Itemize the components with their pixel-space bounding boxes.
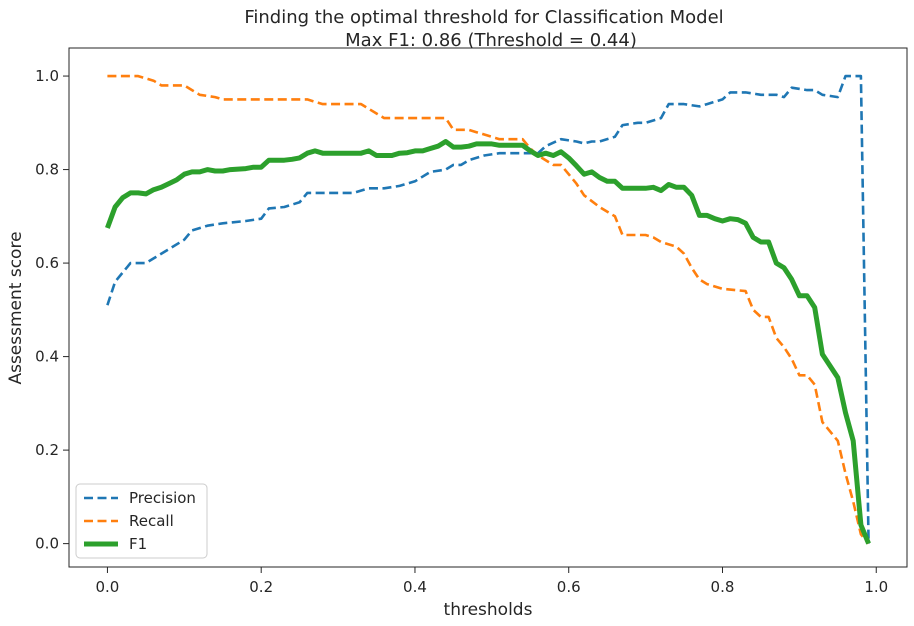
series-line-precision [106, 74, 870, 544]
plot-area [68, 47, 908, 568]
x-tick-label: 0.2 [249, 578, 273, 596]
legend-box [75, 483, 208, 559]
series-line-f1 [105, 139, 871, 545]
x-tick-label: 0.8 [711, 578, 735, 596]
y-tick-label: 0.4 [35, 348, 59, 366]
x-tick-label: 0.4 [403, 578, 427, 596]
y-tick-label: 0.0 [35, 535, 59, 553]
legend-label-recall: Recall [129, 512, 174, 530]
y-tick-label: 0.8 [35, 161, 59, 179]
legend: Precision Recall F1 [75, 483, 208, 559]
x-ticks: 0.0 0.2 0.4 0.6 0.8 1.0 [96, 567, 888, 596]
x-tick-label: 1.0 [864, 578, 888, 596]
y-ticks: 0.0 0.2 0.4 0.6 0.8 1.0 [35, 67, 69, 553]
chart-title: Finding the optimal threshold for Classi… [244, 7, 723, 28]
x-tick-label: 0.6 [557, 578, 581, 596]
y-tick-label: 1.0 [35, 67, 59, 85]
series-line-recall [107, 74, 870, 545]
legend-label-precision: Precision [129, 489, 196, 507]
chart-subtitle: Max F1: 0.86 (Threshold = 0.44) [345, 30, 637, 51]
x-tick-label: 0.0 [96, 578, 120, 596]
y-axis-label: Assessment score [6, 231, 26, 384]
x-axis-label: thresholds [444, 600, 533, 620]
y-tick-label: 0.6 [35, 254, 59, 272]
y-tick-label: 0.2 [35, 441, 59, 459]
legend-label-f1: F1 [129, 535, 147, 553]
series-group [105, 74, 871, 545]
